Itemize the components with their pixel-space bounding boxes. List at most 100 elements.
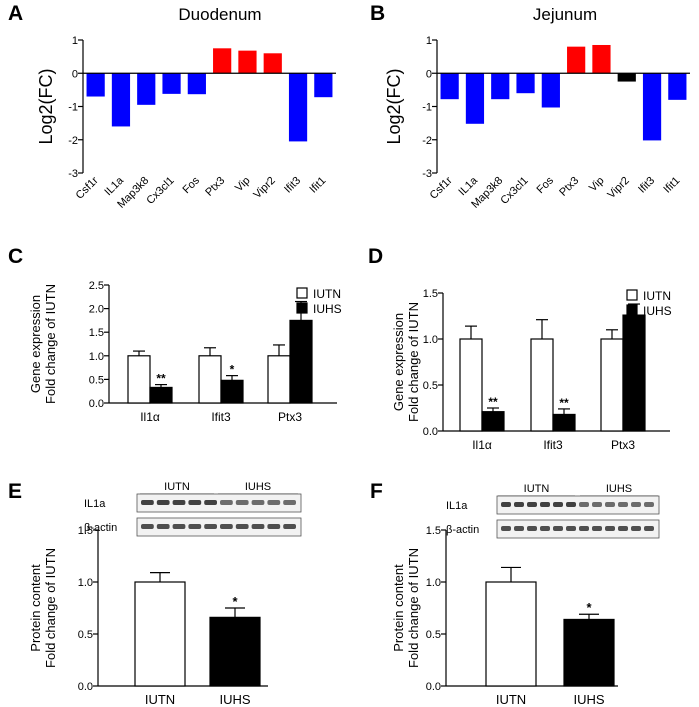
panel-c: C Gene expression Fold change of IUTN 0.0 0.… xyxy=(8,245,342,424)
y-tick-label: -3 xyxy=(422,168,432,180)
bar xyxy=(530,338,554,432)
bar xyxy=(220,379,244,404)
significance-marker: ** xyxy=(559,396,569,410)
y-tick-label: 1.0 xyxy=(426,577,441,589)
panel-letter: F xyxy=(370,480,383,503)
legend-label: IUTN xyxy=(643,289,671,303)
x-tick-label: Ifit3 xyxy=(636,175,657,196)
blot-band xyxy=(267,524,281,529)
bar xyxy=(563,618,615,687)
significance-marker: ** xyxy=(156,372,166,386)
panel-letter: B xyxy=(370,2,385,25)
bar xyxy=(642,73,662,141)
panel-e: E Protein content Fold change of IUTN 0.0 0.… xyxy=(8,480,302,707)
blot-band xyxy=(141,524,154,529)
x-tick-label: Vip xyxy=(587,175,607,195)
x-tick-label: Ifit3 xyxy=(211,410,231,424)
x-tick-label: Il1α xyxy=(472,438,492,452)
bar xyxy=(481,411,505,432)
blot-band xyxy=(553,526,563,531)
bar xyxy=(617,73,636,82)
y-tick-label: 0.5 xyxy=(423,380,438,392)
bar xyxy=(134,581,186,687)
y-tick-label: 0 xyxy=(426,68,432,80)
legend-swatch xyxy=(296,302,308,314)
legend-label: IUHS xyxy=(643,304,672,318)
y-tick-label: 0.0 xyxy=(89,398,104,410)
bar xyxy=(86,73,105,97)
x-tick-label: IUHS xyxy=(573,692,604,707)
y-tick-label: 0.0 xyxy=(78,681,93,693)
y-tick-label: 1.0 xyxy=(423,334,438,346)
blot-band xyxy=(618,526,628,531)
blot-band xyxy=(141,500,154,505)
y-axis-label: Fold change of IUTN xyxy=(43,548,58,668)
bar xyxy=(162,73,181,94)
y-tick-label: -1 xyxy=(422,102,432,114)
blot-band xyxy=(579,502,589,507)
blot-band xyxy=(283,524,296,529)
y-axis-label: Protein content xyxy=(391,564,406,652)
blot-band xyxy=(220,500,233,505)
bar xyxy=(600,338,624,432)
blot-band xyxy=(631,502,641,507)
blot-band xyxy=(204,524,217,529)
y-axis-label: Log2(FC) xyxy=(384,68,404,144)
blot-band xyxy=(283,500,296,505)
blot-band xyxy=(156,500,170,505)
blot-band xyxy=(540,502,550,507)
panel-letter: C xyxy=(8,245,23,268)
bar xyxy=(238,50,257,74)
legend-swatch xyxy=(296,287,308,299)
bar xyxy=(267,355,291,404)
bar xyxy=(289,319,313,404)
x-tick-label: IUTN xyxy=(145,692,175,707)
legend-label: IUTN xyxy=(313,287,341,301)
bar xyxy=(209,616,261,687)
x-tick-label: Ptx3 xyxy=(557,175,581,199)
bar xyxy=(541,73,560,108)
blot-band xyxy=(527,502,537,507)
blot-band xyxy=(514,526,524,531)
y-tick-label: 0.5 xyxy=(78,629,93,641)
y-axis-label: Protein content xyxy=(28,564,43,652)
bar xyxy=(592,44,611,74)
x-tick-label: Cx3cl1 xyxy=(498,175,530,207)
blot-band xyxy=(644,502,654,507)
y-axis-label: Gene expression xyxy=(391,313,406,411)
blot-band xyxy=(605,526,615,531)
bar xyxy=(213,48,232,74)
blot-band xyxy=(501,502,511,507)
y-tick-label: 1 xyxy=(426,35,432,47)
x-tick-label: Ptx3 xyxy=(203,175,227,199)
chart-title: Duodenum xyxy=(178,5,261,24)
significance-marker: * xyxy=(586,600,592,615)
bar xyxy=(485,581,537,687)
y-tick-label: 1.5 xyxy=(423,288,438,300)
bar xyxy=(137,73,156,105)
y-tick-label: -2 xyxy=(422,135,432,147)
blot-band xyxy=(579,526,589,531)
blot-band xyxy=(172,524,186,529)
blot-strip xyxy=(136,517,302,537)
blot-row-label: β-actin xyxy=(446,524,479,536)
x-tick-label: Vipr2 xyxy=(251,175,278,202)
x-tick-label: Vipr2 xyxy=(605,175,632,202)
blot-band xyxy=(235,500,249,505)
significance-marker: * xyxy=(232,594,238,609)
bar xyxy=(149,386,173,404)
chart-title: Jejunum xyxy=(533,5,597,24)
blot-band xyxy=(527,526,537,531)
blot-band xyxy=(514,502,524,507)
legend-label: IUHS xyxy=(313,302,342,316)
x-tick-label: Ifit1 xyxy=(661,175,682,196)
x-tick-label: Ifit1 xyxy=(307,175,328,196)
bar xyxy=(314,73,333,98)
y-axis-label: Fold change of IUTN xyxy=(406,548,421,668)
y-tick-label: 2.5 xyxy=(89,280,104,292)
panel-letter: A xyxy=(8,2,23,25)
blot-band xyxy=(592,526,602,531)
y-tick-label: 1.0 xyxy=(78,577,93,589)
